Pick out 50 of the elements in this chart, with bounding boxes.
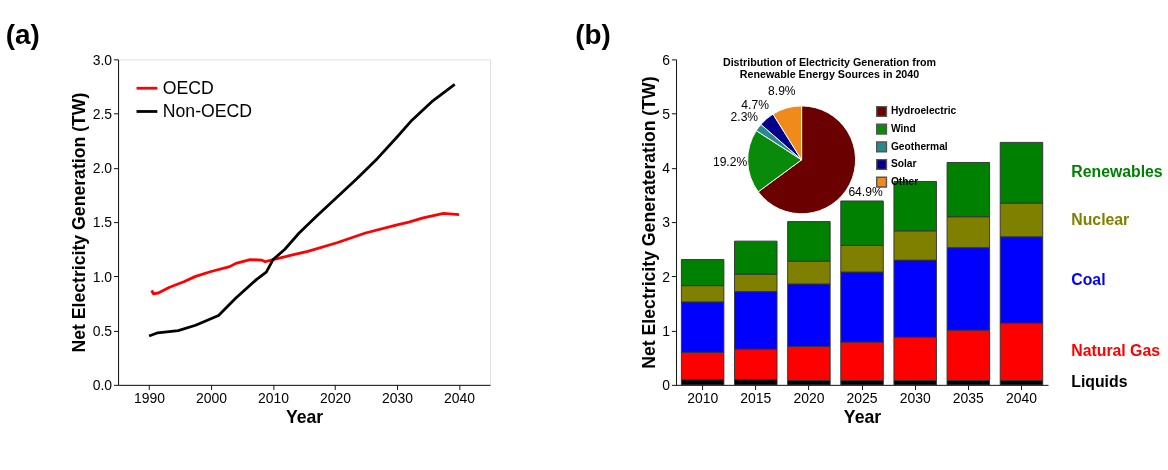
- y-tick-label: 2.0: [92, 160, 113, 177]
- data-label: 64.9%: [848, 184, 883, 199]
- legend-label: OECD: [162, 77, 214, 98]
- x-tick-label: 2020: [320, 390, 352, 407]
- series-label: Renewables: [1071, 163, 1163, 181]
- series-label: Coal: [1071, 270, 1106, 288]
- legend-label: Geothermal: [890, 140, 948, 152]
- x-tick-label: 2025: [846, 390, 878, 407]
- x-tick-label: 2010: [258, 390, 290, 407]
- y-tick-label: 0.5: [92, 322, 113, 339]
- legend-label: Non-OECD: [162, 101, 253, 122]
- series-label: Natural Gas: [1071, 342, 1161, 360]
- y-tick-label: 5: [662, 105, 671, 122]
- series-label: Liquids: [1071, 373, 1128, 391]
- y-tick-label: 1: [662, 322, 671, 339]
- y-tick-label: 6: [662, 51, 671, 68]
- x-tick-label: 2040: [444, 390, 476, 407]
- y-axis-title: Net Electricity Generateration (TW): [638, 76, 659, 369]
- x-tick-label: 1990: [134, 390, 166, 407]
- data-label: 8.9%: [768, 83, 796, 98]
- y-axis-title: Net Electricity Generation (TW): [69, 92, 90, 353]
- x-tick-label: 2010: [687, 390, 719, 407]
- x-tick-label: 2030: [899, 390, 931, 407]
- y-tick-label: 2.5: [92, 105, 113, 122]
- x-axis-title: Year: [843, 407, 882, 428]
- x-axis-title: Year: [285, 407, 324, 428]
- y-tick-label: 2: [662, 268, 671, 285]
- x-tick-label: 2040: [1005, 390, 1038, 407]
- legend-label: Solar: [890, 158, 917, 170]
- y-tick-label: 0.0: [92, 376, 113, 393]
- y-tick-label: 0: [662, 376, 671, 393]
- y-tick-label: 4: [662, 160, 671, 177]
- chart-title: (b): [575, 18, 611, 50]
- series-label: Nuclear: [1071, 210, 1130, 228]
- chart-title: Distribution of Electricity Generation from Renewable Energy Sources in 2040: [722, 55, 937, 81]
- x-tick-label: 2035: [952, 390, 985, 407]
- y-tick-label: 3.0: [92, 51, 113, 68]
- y-tick-label: 1.0: [92, 268, 113, 285]
- line-series: [150, 212, 461, 296]
- y-tick-label: 3: [662, 214, 671, 231]
- x-tick-label: 2000: [196, 390, 228, 407]
- x-tick-label: 2015: [740, 390, 772, 407]
- legend-label: Hydroelectric: [890, 105, 957, 117]
- x-tick-label: 2030: [382, 390, 414, 407]
- legend-label: Wind: [890, 122, 916, 134]
- x-tick-label: 2020: [793, 390, 825, 407]
- line-series: [147, 82, 457, 338]
- data-label: 19.2%: [712, 154, 748, 169]
- chart-title: (a): [5, 18, 40, 50]
- y-tick-label: 1.5: [92, 214, 113, 231]
